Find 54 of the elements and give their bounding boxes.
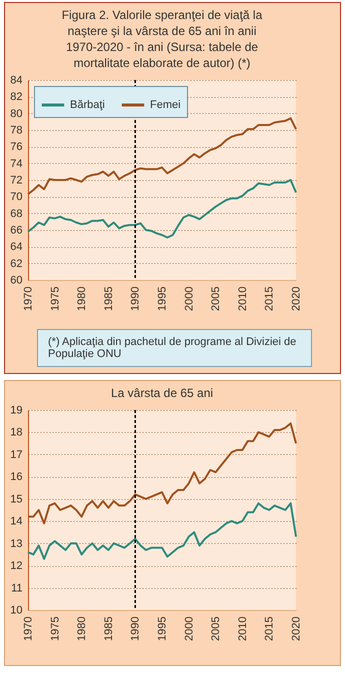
x-tick-label: 2015 [264, 616, 276, 641]
line-series [27, 422, 297, 524]
y-tick-label: 76 [10, 141, 22, 154]
text: (*) Aplicaţia din pachetul de programe al Diviziei de Populaţie ONU [37, 329, 312, 367]
x-tick-label: 1980 [76, 286, 88, 311]
line-series [27, 502, 297, 560]
y-tick-label: 84 [10, 74, 22, 86]
x-tick-label: 2000 [183, 286, 196, 311]
y-tick-label: 64 [10, 241, 22, 254]
x-tick-label: 2000 [183, 616, 196, 641]
chart-title: Figura 2. Valorile speranţei de viaţă la naştere şi la vârsta de 65 ani în anii 1970-2020 - în ani (Sursa: tabele de mortalitate elaborate de autor) (*) [62, 8, 263, 70]
y-tick-label: 19 [10, 404, 22, 416]
y-tick-label: 74 [10, 158, 22, 170]
x-tick-label: 1975 [49, 286, 62, 311]
y-tick-label: 13 [10, 538, 22, 550]
x-tick-label: 2010 [236, 616, 249, 641]
y-tick-label: 11 [11, 582, 22, 594]
x-tick-label: 1985 [102, 286, 115, 311]
y-tick-label: 72 [10, 174, 22, 186]
x-tick-label: 1980 [76, 616, 88, 641]
x-tick-label: 1990 [130, 286, 142, 311]
x-tick-label: 2010 [236, 286, 249, 311]
line-series [27, 117, 297, 196]
y-tick-label: 80 [10, 108, 22, 120]
legend-label: Bărbaţi [70, 99, 105, 111]
x-tick-label: 2020 [290, 616, 302, 641]
x-tick-label: 2005 [210, 616, 222, 641]
x-tick-label: 1995 [156, 286, 168, 311]
x-tick-label: 1970 [22, 286, 34, 311]
x-tick-label: 1975 [49, 616, 62, 641]
y-tick-label: 66 [10, 224, 22, 236]
line-series [27, 179, 297, 238]
y-tick-label: 18 [10, 426, 22, 439]
x-tick-label: 1995 [156, 616, 168, 641]
y-tick-label: 82 [10, 91, 22, 104]
y-tick-label: 17 [10, 448, 22, 461]
x-tick-label: 1970 [22, 616, 34, 641]
x-tick-label: 2015 [264, 286, 276, 311]
legend-label: Femei [150, 99, 181, 111]
y-tick-label: 10 [10, 604, 22, 616]
x-tick-label: 2005 [210, 286, 222, 311]
y-tick-label: 78 [10, 124, 22, 136]
y-tick-label: 68 [10, 208, 22, 220]
x-tick-label: 1985 [102, 616, 115, 641]
y-tick-label: 15 [10, 493, 22, 506]
y-tick-label: 14 [10, 516, 22, 528]
y-tick-label: 16 [10, 471, 22, 484]
y-tick-label: 12 [10, 560, 22, 572]
x-tick-label: 1990 [130, 616, 142, 641]
chart-title: La vârsta de 65 ani [110, 386, 214, 400]
y-tick-label: 70 [10, 191, 22, 204]
y-tick-label: 60 [10, 274, 22, 286]
y-tick-label: 62 [10, 258, 22, 270]
x-tick-label: 2020 [290, 286, 302, 311]
